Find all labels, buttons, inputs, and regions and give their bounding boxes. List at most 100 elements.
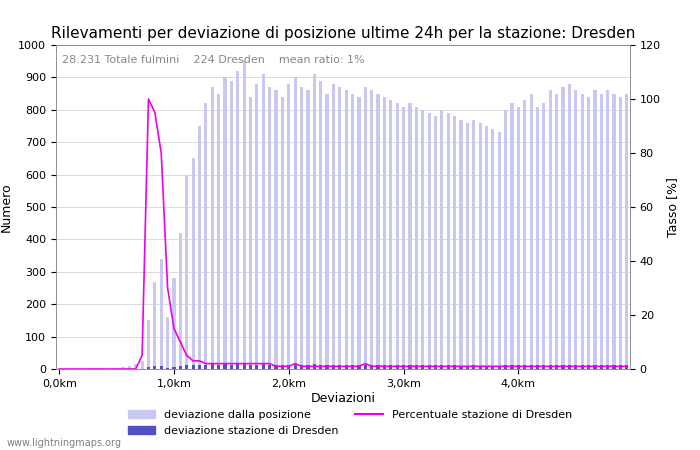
- Bar: [223, 364, 227, 369]
- Bar: [287, 365, 290, 369]
- Bar: [414, 107, 418, 369]
- Bar: [619, 97, 622, 369]
- Bar: [160, 259, 163, 369]
- Bar: [268, 365, 271, 369]
- Bar: [612, 94, 615, 369]
- Bar: [549, 90, 552, 369]
- Bar: [256, 365, 258, 369]
- Bar: [536, 107, 539, 369]
- Bar: [568, 84, 571, 369]
- Bar: [549, 365, 552, 369]
- Bar: [587, 365, 590, 369]
- Bar: [262, 74, 265, 369]
- Y-axis label: Numero: Numero: [0, 182, 13, 232]
- Bar: [198, 365, 201, 369]
- Bar: [332, 84, 335, 369]
- Legend: deviazione dalla posizione, deviazione stazione di Dresden, Percentuale stazione: deviazione dalla posizione, deviazione s…: [123, 405, 577, 440]
- Bar: [262, 364, 265, 369]
- Bar: [408, 365, 412, 369]
- Bar: [242, 61, 246, 369]
- Bar: [211, 87, 214, 369]
- Bar: [612, 365, 615, 369]
- Bar: [153, 366, 156, 369]
- Bar: [172, 367, 176, 369]
- Bar: [517, 107, 520, 369]
- Bar: [287, 84, 290, 369]
- Bar: [300, 365, 303, 369]
- Bar: [256, 84, 258, 369]
- Bar: [332, 365, 335, 369]
- Title: Rilevamenti per deviazione di posizione ultime 24h per la stazione: Dresden: Rilevamenti per deviazione di posizione …: [51, 26, 635, 41]
- Bar: [134, 364, 137, 369]
- Bar: [389, 365, 393, 369]
- Bar: [504, 110, 508, 369]
- Bar: [485, 126, 488, 369]
- Bar: [472, 120, 475, 369]
- Bar: [338, 365, 342, 369]
- Bar: [147, 320, 150, 369]
- Bar: [192, 158, 195, 369]
- Bar: [242, 364, 246, 369]
- Bar: [281, 97, 284, 369]
- Bar: [574, 90, 578, 369]
- Bar: [555, 94, 558, 369]
- Bar: [606, 90, 609, 369]
- Bar: [121, 367, 125, 369]
- Bar: [395, 104, 399, 369]
- Bar: [377, 365, 379, 369]
- Bar: [459, 120, 463, 369]
- Bar: [459, 366, 463, 369]
- Bar: [606, 365, 609, 369]
- Bar: [377, 94, 379, 369]
- Bar: [561, 87, 565, 369]
- Bar: [351, 365, 354, 369]
- Bar: [141, 361, 144, 369]
- Bar: [491, 366, 494, 369]
- Bar: [472, 365, 475, 369]
- Bar: [326, 365, 328, 369]
- X-axis label: Deviazioni: Deviazioni: [311, 392, 375, 405]
- Bar: [307, 90, 309, 369]
- Text: 28.231 Totale fulmini    224 Dresden    mean ratio: 1%: 28.231 Totale fulmini 224 Dresden mean r…: [62, 55, 365, 65]
- Bar: [383, 365, 386, 369]
- Bar: [529, 94, 533, 369]
- Bar: [217, 94, 220, 369]
- Bar: [313, 364, 316, 369]
- Bar: [395, 365, 399, 369]
- Bar: [357, 365, 360, 369]
- Bar: [192, 365, 195, 369]
- Bar: [542, 365, 545, 369]
- Bar: [529, 365, 533, 369]
- Bar: [370, 365, 373, 369]
- Bar: [479, 366, 482, 369]
- Text: www.lightningmaps.org: www.lightningmaps.org: [7, 438, 122, 448]
- Bar: [178, 366, 182, 369]
- Bar: [307, 365, 309, 369]
- Bar: [619, 365, 622, 369]
- Bar: [370, 90, 373, 369]
- Bar: [383, 97, 386, 369]
- Bar: [172, 278, 176, 369]
- Bar: [440, 110, 443, 369]
- Bar: [428, 113, 430, 369]
- Bar: [274, 365, 278, 369]
- Bar: [217, 365, 220, 369]
- Bar: [293, 77, 297, 369]
- Bar: [466, 123, 469, 369]
- Bar: [408, 104, 412, 369]
- Bar: [326, 94, 328, 369]
- Bar: [204, 365, 207, 369]
- Bar: [147, 367, 150, 369]
- Bar: [523, 365, 526, 369]
- Bar: [561, 365, 565, 369]
- Bar: [517, 365, 520, 369]
- Bar: [268, 87, 271, 369]
- Bar: [510, 365, 514, 369]
- Bar: [211, 364, 214, 369]
- Bar: [230, 81, 233, 369]
- Bar: [587, 97, 590, 369]
- Bar: [625, 94, 629, 369]
- Bar: [421, 110, 424, 369]
- Bar: [440, 365, 443, 369]
- Bar: [338, 87, 342, 369]
